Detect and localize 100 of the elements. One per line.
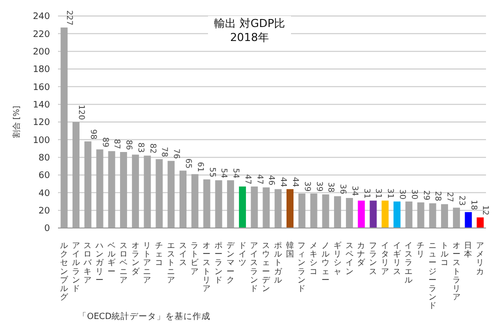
bar <box>227 180 234 228</box>
data-label: 27 <box>446 192 455 202</box>
x-tick-label: オランダ <box>131 241 140 276</box>
x-tick-label: スイス <box>178 241 187 268</box>
bar <box>120 152 128 228</box>
bar <box>238 186 246 228</box>
bar <box>286 189 294 228</box>
data-label: 86 <box>124 140 134 150</box>
x-tick-label: メキシコ <box>310 241 318 276</box>
data-label: 82 <box>148 143 158 154</box>
bar <box>156 159 163 228</box>
bar <box>96 149 104 228</box>
y-tick-label: 160 <box>32 82 50 93</box>
y-tick-label: 100 <box>32 136 50 146</box>
bar <box>215 180 222 228</box>
x-tick-label: スペイン <box>345 241 354 276</box>
data-label: 39 <box>302 181 312 192</box>
data-label: 29 <box>422 190 431 200</box>
data-label: 36 <box>338 184 348 194</box>
x-tick-label: イギリス <box>392 241 401 276</box>
data-label: 38 <box>326 182 336 192</box>
bar <box>382 200 389 228</box>
x-tick-label: イスラエル <box>404 241 413 284</box>
data-label: 46 <box>267 175 276 186</box>
data-label: 30 <box>410 189 419 200</box>
x-tick-label: ラトビア <box>190 241 200 276</box>
bar <box>274 189 282 228</box>
x-tick-label: ニュージーランド <box>428 241 436 310</box>
data-label: 18 <box>469 200 478 210</box>
y-tick-label: 220 <box>32 30 50 40</box>
bar <box>144 156 151 228</box>
bar <box>441 204 448 228</box>
x-tick-label: オーストリア <box>202 241 211 293</box>
x-tick-label: スロバキア <box>82 241 93 284</box>
x-tick-label: トルコ <box>440 241 448 268</box>
x-tick-label: エストニア <box>166 241 175 284</box>
bar <box>452 208 460 228</box>
bar <box>168 160 175 228</box>
bar <box>476 217 484 228</box>
y-tick-label: 40 <box>38 188 50 199</box>
y-tick-label: 140 <box>32 100 50 111</box>
y-tick-label: 240 <box>32 12 50 22</box>
data-label: 47 <box>243 174 252 184</box>
bar <box>132 154 139 228</box>
x-tick-label: イタリア <box>380 241 389 276</box>
x-tick-label: ギリシャ <box>333 241 342 276</box>
bar <box>203 179 210 228</box>
x-tick-label: ベルギー <box>108 241 116 276</box>
x-tick-label: ポーランド <box>214 241 222 284</box>
bar <box>346 198 353 228</box>
data-label: 28 <box>434 191 443 202</box>
x-tick-label: 韓国 <box>286 241 294 259</box>
x-tick-label: ハンガリー <box>94 241 105 284</box>
bar <box>72 122 80 228</box>
x-tick-label: ノルウェー <box>322 241 330 284</box>
data-label: 54 <box>232 168 241 178</box>
data-label: 31 <box>374 188 384 199</box>
data-label: 30 <box>398 189 408 200</box>
bar <box>370 200 377 228</box>
data-label: 76 <box>172 148 182 159</box>
data-label: 89 <box>100 137 110 148</box>
bar <box>322 194 330 228</box>
x-tick-label: チェコ <box>155 241 164 268</box>
y-tick-label: 80 <box>38 154 50 164</box>
x-tick-label: 日本 <box>464 241 472 259</box>
bar <box>429 203 436 228</box>
y-axis-title: 割合 [%] <box>12 106 21 138</box>
y-tick-label: 120 <box>32 118 50 128</box>
bar <box>417 202 424 228</box>
data-label: 120 <box>77 104 86 120</box>
x-tick-label: リトアニア <box>143 241 152 284</box>
x-tick-label: デンマーク <box>226 241 236 284</box>
data-label: 39 <box>314 181 324 192</box>
bar <box>191 174 198 228</box>
bar <box>464 212 472 228</box>
x-tick-label: ポルトガル <box>274 241 283 284</box>
bar <box>310 194 318 228</box>
text: 「OECD統計データ」を基に作成 <box>78 311 211 323</box>
bar <box>262 187 270 228</box>
y-tick-label: 60 <box>38 171 50 182</box>
bar <box>394 202 401 228</box>
y-tick-label: 180 <box>32 65 50 76</box>
data-label: 31 <box>386 188 396 199</box>
x-tick-label: スロベニア <box>119 241 128 284</box>
bar <box>108 151 116 228</box>
data-label: 31 <box>362 188 372 199</box>
bar <box>405 202 412 228</box>
data-label: 47 <box>255 174 264 184</box>
y-tick-label: 0 <box>44 224 50 234</box>
data-label: 55 <box>208 167 217 178</box>
data-label: 44 <box>279 176 288 188</box>
x-tick-label: オーストラリア <box>452 241 460 302</box>
bar <box>84 141 92 228</box>
data-label: 227 <box>65 10 74 26</box>
data-label: 87 <box>112 138 122 150</box>
data-label: 65 <box>184 158 194 169</box>
x-tick-label: フランス <box>369 241 378 276</box>
x-tick-label: アイスランド <box>250 241 258 293</box>
x-tick-label: スウェーデン <box>262 241 272 293</box>
bar <box>180 170 187 228</box>
